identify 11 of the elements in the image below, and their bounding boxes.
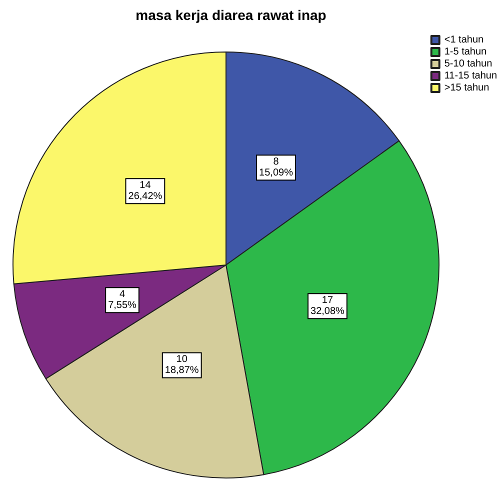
legend-label: 1-5 tahun xyxy=(444,46,487,58)
data-label: 10 18,87% xyxy=(164,354,199,376)
data-label: 14 26,42% xyxy=(128,180,162,202)
data-label: 17 32,08% xyxy=(310,295,345,318)
legend-label: 5-10 tahun xyxy=(444,58,492,70)
legend-label: >15 tahun xyxy=(444,82,490,94)
data-label: 8 15,09% xyxy=(259,156,294,179)
legend-label: <1 tahun xyxy=(444,34,484,46)
chart-title: masa kerja diarea rawat inap xyxy=(136,7,326,23)
data-label: 4 7,55% xyxy=(108,289,137,312)
legend-label: 11-15 tahun xyxy=(444,70,498,82)
